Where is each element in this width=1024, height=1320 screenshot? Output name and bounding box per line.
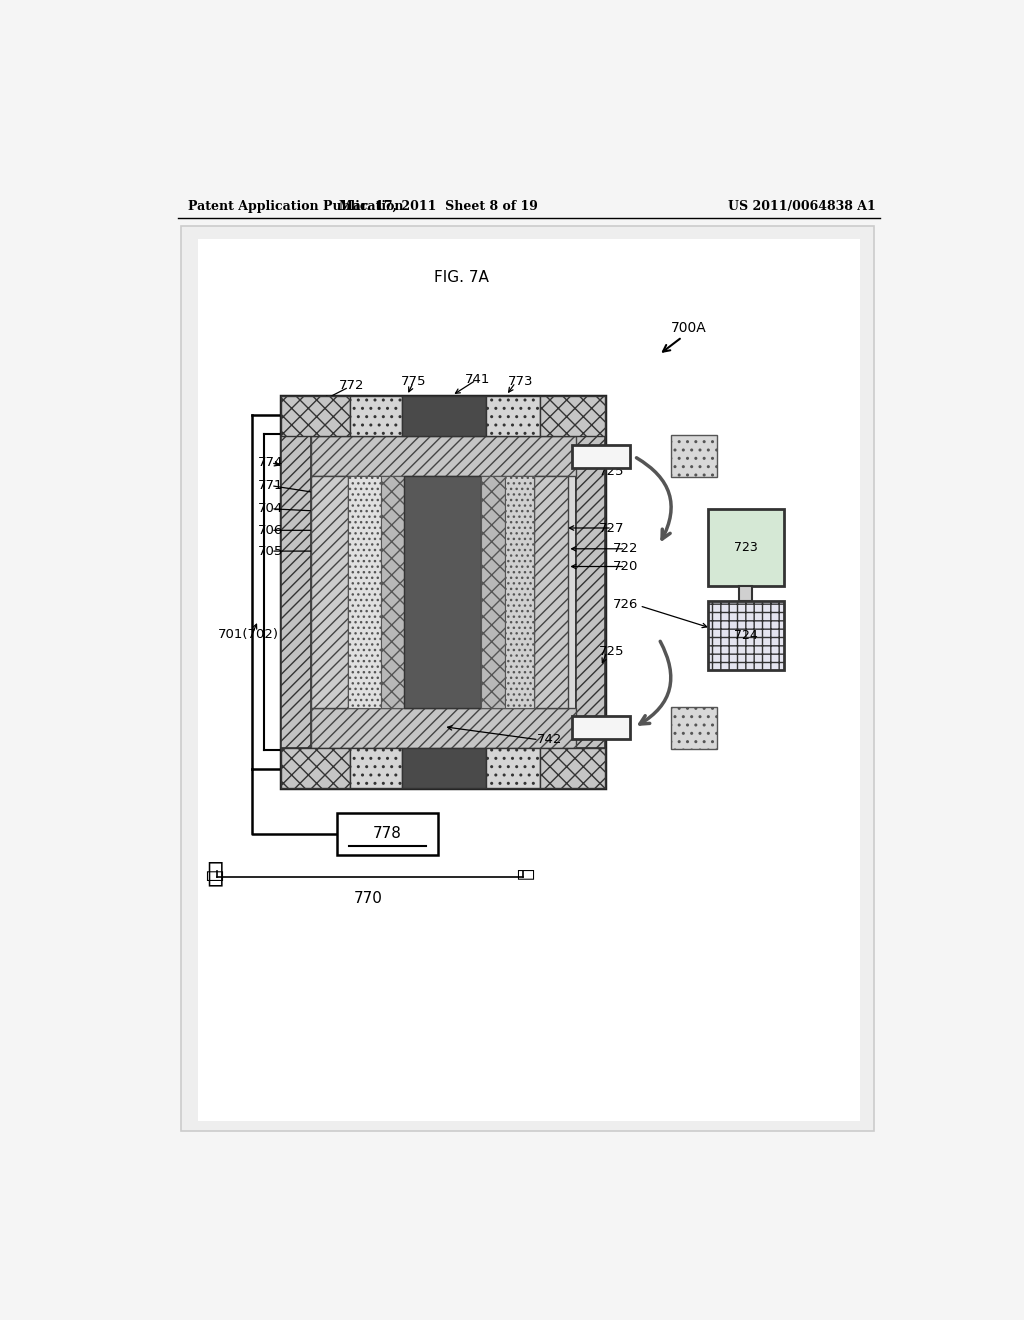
Bar [349,396,402,436]
Bar [486,396,541,436]
Bar [282,396,605,788]
Bar [198,239,860,1121]
Text: 720: 720 [612,560,638,573]
Bar [381,475,403,708]
Bar [486,748,541,788]
Text: 723: 723 [734,541,758,554]
Text: 773: 773 [508,375,534,388]
Bar [402,748,486,788]
Bar [402,396,486,436]
Bar [337,813,438,855]
Bar [671,434,717,478]
Text: 700A: 700A [671,321,707,335]
Text: 727: 727 [599,521,625,535]
Bar [311,436,575,475]
Text: ⎷: ⎷ [515,869,535,880]
Bar [572,445,630,469]
Bar [481,475,505,708]
Text: 778: 778 [373,826,402,841]
Bar [541,396,605,436]
Text: US 2011/0064838 A1: US 2011/0064838 A1 [728,199,877,213]
Bar [311,475,348,708]
Text: FIG. 7A: FIG. 7A [434,271,488,285]
Bar [180,226,874,1131]
Text: ⎷: ⎷ [205,859,221,887]
Bar [282,748,349,788]
Text: 726: 726 [612,598,638,611]
Text: 772: 772 [339,379,365,392]
Bar [572,715,630,739]
Text: 725: 725 [599,644,625,657]
Bar [311,436,575,748]
Bar [575,436,605,748]
Text: 725: 725 [599,465,625,478]
Text: 742: 742 [537,733,562,746]
Bar [282,436,311,748]
Bar [739,586,752,601]
Bar [282,396,349,436]
Text: 771: 771 [258,479,284,492]
Text: 775: 775 [400,375,426,388]
Text: 741: 741 [465,372,490,385]
Text: 770: 770 [354,891,383,906]
Text: 704: 704 [258,502,284,515]
Bar [349,748,402,788]
Text: ⎷: ⎷ [205,869,224,880]
Text: 705: 705 [258,545,284,557]
Bar [282,396,605,436]
Bar [671,706,717,748]
Bar [348,475,381,708]
Bar [708,601,783,671]
Text: Mar. 17, 2011  Sheet 8 of 19: Mar. 17, 2011 Sheet 8 of 19 [339,199,538,213]
Bar [708,508,783,586]
Text: 722: 722 [612,543,638,556]
Text: 701(702): 701(702) [218,628,279,640]
Bar [311,708,575,748]
Bar [282,748,605,788]
Text: Patent Application Publication: Patent Application Publication [188,199,403,213]
Bar [505,475,535,708]
Bar [535,475,568,708]
Bar [403,475,481,708]
Text: 774: 774 [258,455,284,469]
Bar [541,748,605,788]
Text: 706: 706 [258,524,284,537]
Text: 724: 724 [734,630,758,643]
